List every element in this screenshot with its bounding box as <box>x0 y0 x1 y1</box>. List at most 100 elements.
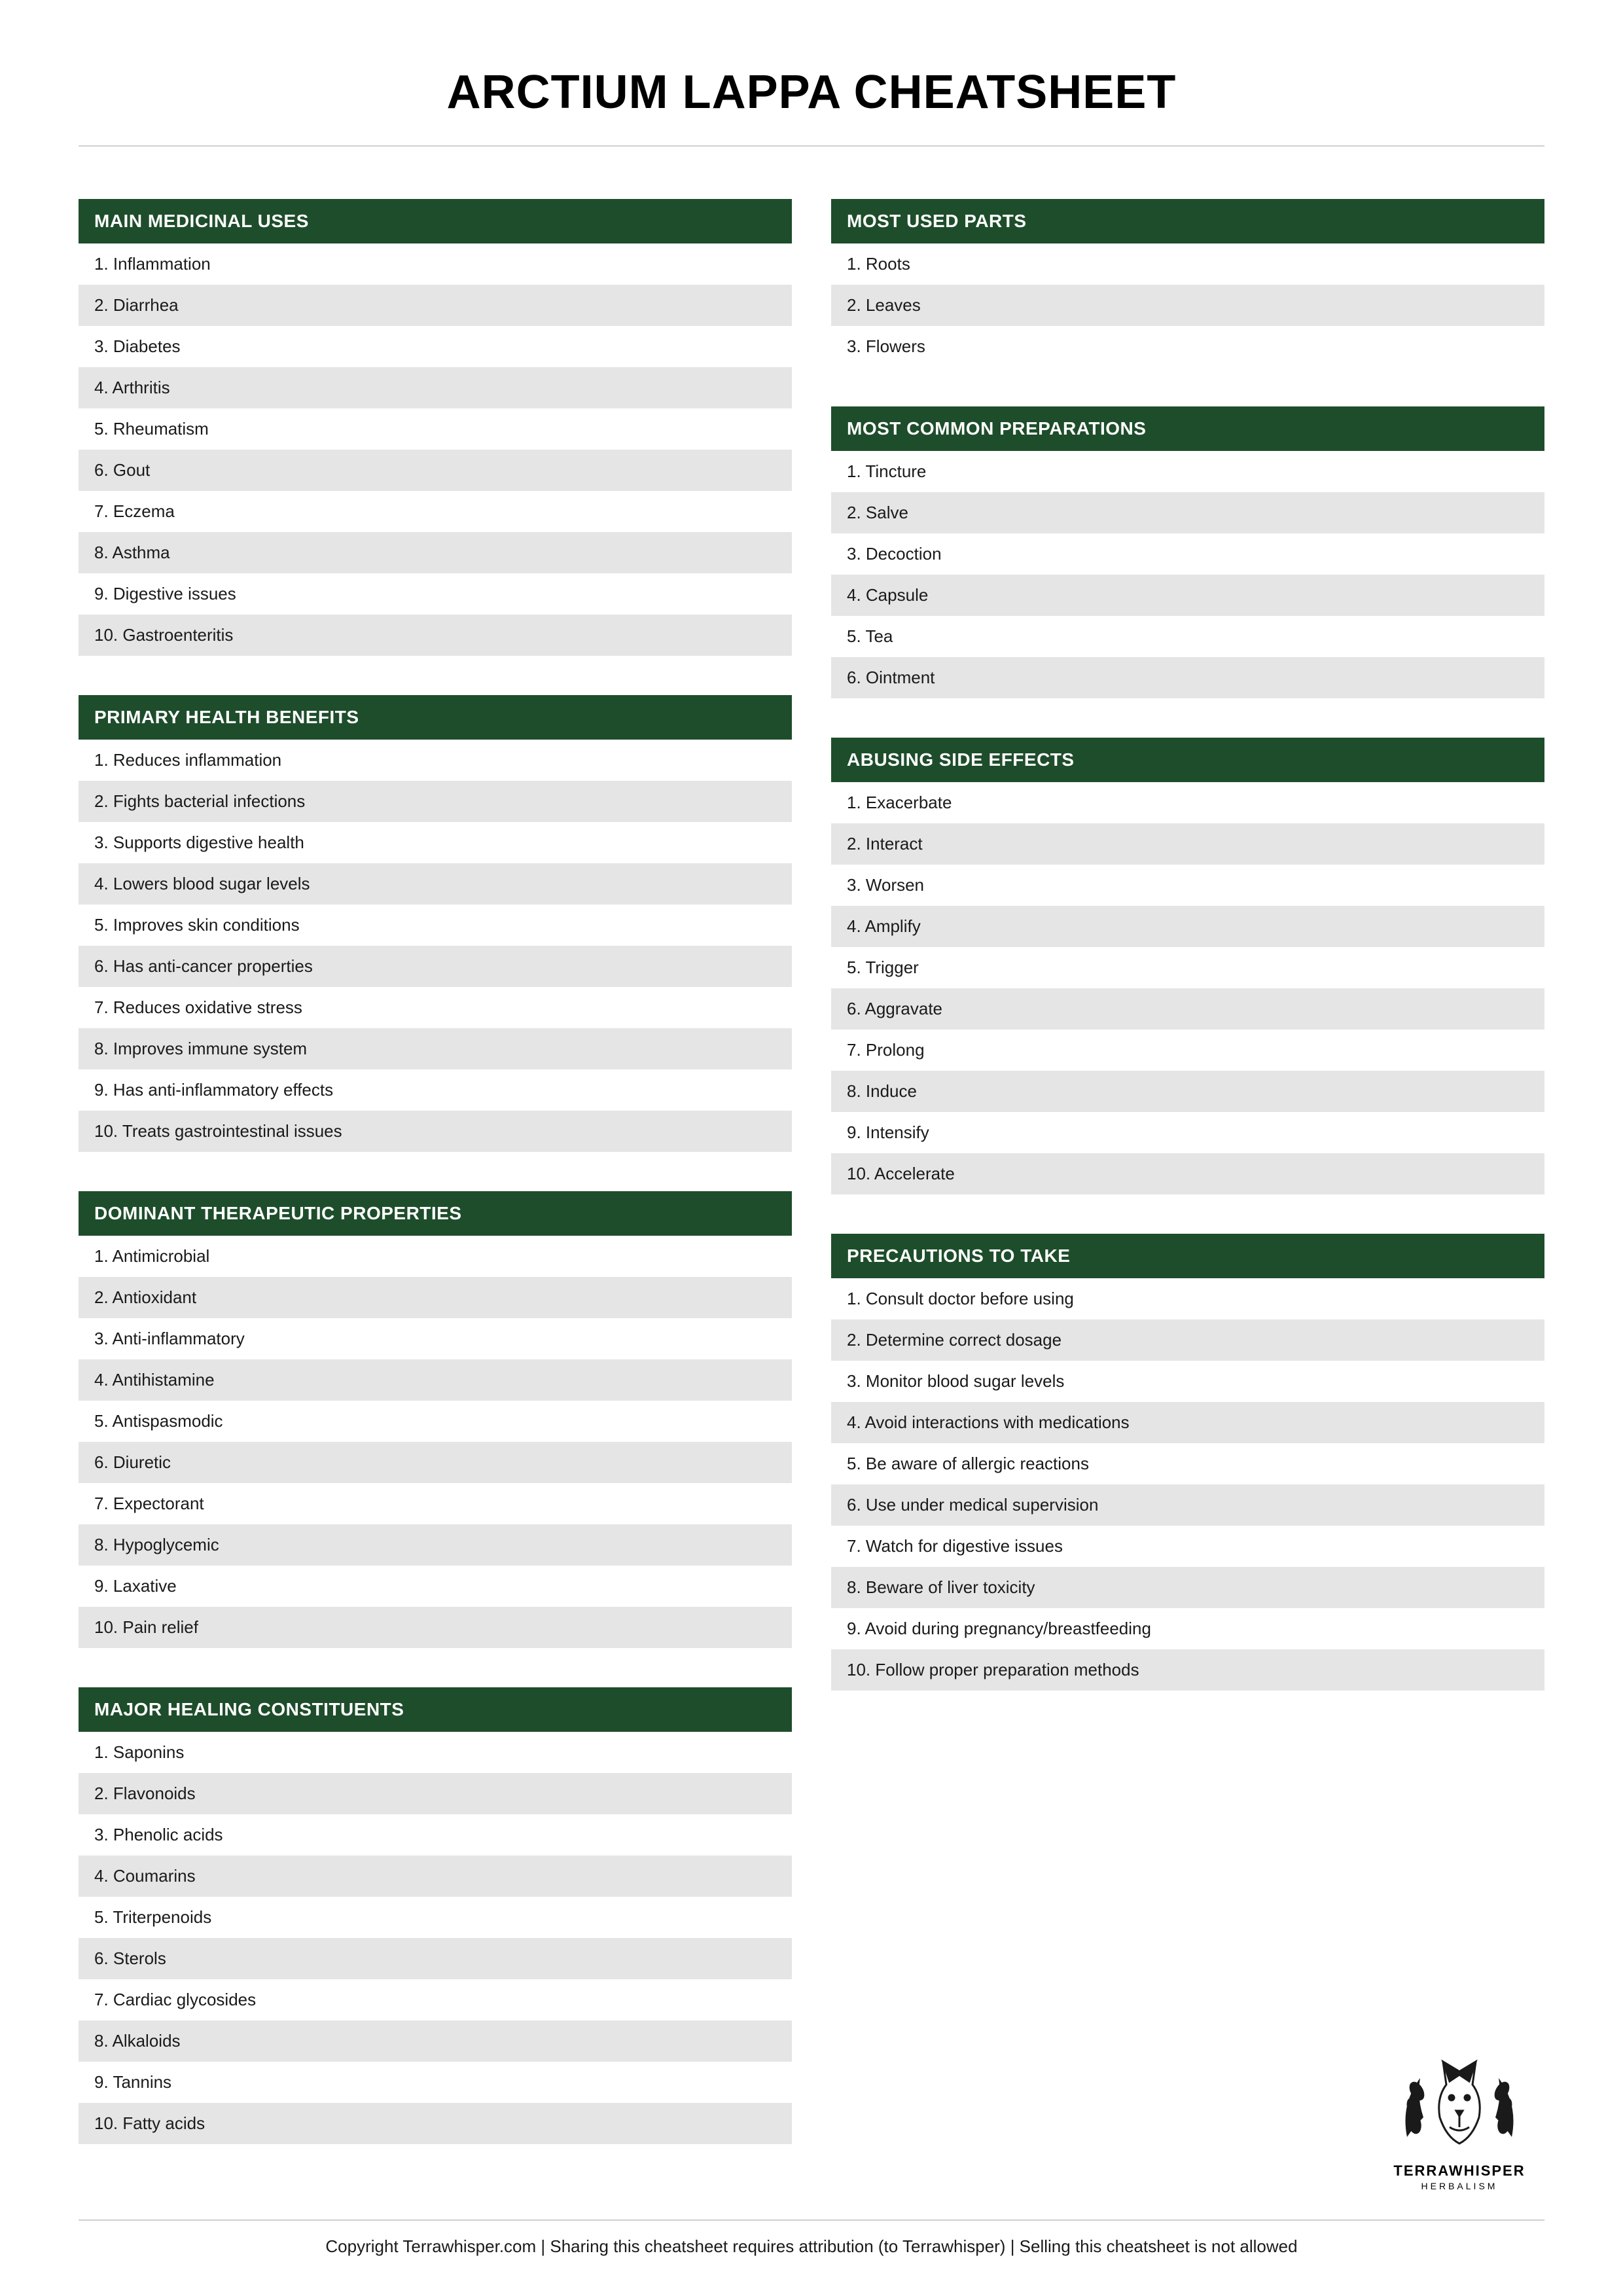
list-item: 5. Triterpenoids <box>79 1897 792 1938</box>
list-item: 7. Prolong <box>831 1030 1544 1071</box>
brand-tagline: HERBALISM <box>1387 2181 1531 2191</box>
fox-laurel-icon <box>1387 2052 1531 2157</box>
list-item: 9. Digestive issues <box>79 573 792 615</box>
section: DOMINANT THERAPEUTIC PROPERTIES1. Antimi… <box>79 1191 792 1648</box>
list-item: 2. Flavonoids <box>79 1773 792 1814</box>
section-list: 1. Inflammation2. Diarrhea3. Diabetes4. … <box>79 243 792 656</box>
list-item: 9. Intensify <box>831 1112 1544 1153</box>
list-item: 8. Hypoglycemic <box>79 1524 792 1566</box>
list-item: 3. Supports digestive health <box>79 822 792 863</box>
list-item: 8. Improves immune system <box>79 1028 792 1069</box>
list-item: 10. Treats gastrointestinal issues <box>79 1111 792 1152</box>
list-item: 8. Alkaloids <box>79 2020 792 2062</box>
list-item: 6. Use under medical supervision <box>831 1484 1544 1526</box>
footer-text: Copyright Terrawhisper.com | Sharing thi… <box>79 2236 1544 2257</box>
list-item: 3. Monitor blood sugar levels <box>831 1361 1544 1402</box>
list-item: 1. Roots <box>831 243 1544 285</box>
list-item: 10. Fatty acids <box>79 2103 792 2144</box>
section: MAIN MEDICINAL USES1. Inflammation2. Dia… <box>79 199 792 656</box>
list-item: 2. Antioxidant <box>79 1277 792 1318</box>
section-list: 1. Exacerbate2. Interact3. Worsen4. Ampl… <box>831 782 1544 1194</box>
section-header: MAJOR HEALING CONSTITUENTS <box>79 1687 792 1732</box>
list-item: 7. Reduces oxidative stress <box>79 987 792 1028</box>
section-list: 1. Antimicrobial2. Antioxidant3. Anti-in… <box>79 1236 792 1648</box>
list-item: 2. Interact <box>831 823 1544 865</box>
columns-container: MAIN MEDICINAL USES1. Inflammation2. Dia… <box>79 199 1544 2144</box>
list-item: 4. Antihistamine <box>79 1359 792 1401</box>
list-item: 3. Diabetes <box>79 326 792 367</box>
list-item: 5. Trigger <box>831 947 1544 988</box>
list-item: 5. Rheumatism <box>79 408 792 450</box>
list-item: 1. Reduces inflammation <box>79 740 792 781</box>
section-list: 1. Reduces inflammation2. Fights bacteri… <box>79 740 792 1152</box>
list-item: 1. Tincture <box>831 451 1544 492</box>
right-column: MOST USED PARTS1. Roots2. Leaves3. Flowe… <box>831 199 1544 2144</box>
list-item: 7. Watch for digestive issues <box>831 1526 1544 1567</box>
list-item: 3. Anti-inflammatory <box>79 1318 792 1359</box>
list-item: 10. Follow proper preparation methods <box>831 1649 1544 1691</box>
list-item: 4. Amplify <box>831 906 1544 947</box>
list-item: 4. Avoid interactions with medications <box>831 1402 1544 1443</box>
list-item: 8. Induce <box>831 1071 1544 1112</box>
list-item: 10. Pain relief <box>79 1607 792 1648</box>
top-divider <box>79 145 1544 147</box>
list-item: 10. Accelerate <box>831 1153 1544 1194</box>
list-item: 3. Decoction <box>831 533 1544 575</box>
list-item: 1. Saponins <box>79 1732 792 1773</box>
list-item: 9. Tannins <box>79 2062 792 2103</box>
section: PRECAUTIONS TO TAKE1. Consult doctor bef… <box>831 1234 1544 1691</box>
section-header: ABUSING SIDE EFFECTS <box>831 738 1544 782</box>
section: PRIMARY HEALTH BENEFITS1. Reduces inflam… <box>79 695 792 1152</box>
list-item: 5. Tea <box>831 616 1544 657</box>
list-item: 9. Avoid during pregnancy/breastfeeding <box>831 1608 1544 1649</box>
list-item: 6. Ointment <box>831 657 1544 698</box>
list-item: 2. Fights bacterial infections <box>79 781 792 822</box>
section-list: 1. Saponins2. Flavonoids3. Phenolic acid… <box>79 1732 792 2144</box>
list-item: 8. Asthma <box>79 532 792 573</box>
list-item: 9. Has anti-inflammatory effects <box>79 1069 792 1111</box>
section-header: MAIN MEDICINAL USES <box>79 199 792 243</box>
list-item: 5. Be aware of allergic reactions <box>831 1443 1544 1484</box>
footer: Copyright Terrawhisper.com | Sharing thi… <box>79 2219 1544 2257</box>
section-header: MOST COMMON PREPARATIONS <box>831 406 1544 451</box>
page-title: ARCTIUM LAPPA CHEATSHEET <box>79 65 1544 119</box>
list-item: 8. Beware of liver toxicity <box>831 1567 1544 1608</box>
list-item: 10. Gastroenteritis <box>79 615 792 656</box>
section-header: PRIMARY HEALTH BENEFITS <box>79 695 792 740</box>
section: ABUSING SIDE EFFECTS1. Exacerbate2. Inte… <box>831 738 1544 1194</box>
brand-logo: TERRAWHISPER HERBALISM <box>1387 2052 1531 2191</box>
section-header: PRECAUTIONS TO TAKE <box>831 1234 1544 1278</box>
list-item: 2. Determine correct dosage <box>831 1319 1544 1361</box>
list-item: 5. Antispasmodic <box>79 1401 792 1442</box>
list-item: 9. Laxative <box>79 1566 792 1607</box>
section-header: DOMINANT THERAPEUTIC PROPERTIES <box>79 1191 792 1236</box>
list-item: 6. Gout <box>79 450 792 491</box>
section-list: 1. Roots2. Leaves3. Flowers <box>831 243 1544 367</box>
list-item: 1. Exacerbate <box>831 782 1544 823</box>
section-list: 1. Consult doctor before using2. Determi… <box>831 1278 1544 1691</box>
list-item: 2. Diarrhea <box>79 285 792 326</box>
list-item: 7. Expectorant <box>79 1483 792 1524</box>
section: MAJOR HEALING CONSTITUENTS1. Saponins2. … <box>79 1687 792 2144</box>
list-item: 7. Cardiac glycosides <box>79 1979 792 2020</box>
left-column: MAIN MEDICINAL USES1. Inflammation2. Dia… <box>79 199 792 2144</box>
list-item: 3. Phenolic acids <box>79 1814 792 1856</box>
list-item: 6. Sterols <box>79 1938 792 1979</box>
list-item: 6. Diuretic <box>79 1442 792 1483</box>
list-item: 3. Flowers <box>831 326 1544 367</box>
section-header: MOST USED PARTS <box>831 199 1544 243</box>
list-item: 4. Capsule <box>831 575 1544 616</box>
list-item: 2. Leaves <box>831 285 1544 326</box>
section: MOST USED PARTS1. Roots2. Leaves3. Flowe… <box>831 199 1544 367</box>
list-item: 1. Inflammation <box>79 243 792 285</box>
brand-name: TERRAWHISPER <box>1387 2162 1531 2179</box>
list-item: 1. Antimicrobial <box>79 1236 792 1277</box>
list-item: 3. Worsen <box>831 865 1544 906</box>
list-item: 6. Has anti-cancer properties <box>79 946 792 987</box>
section: MOST COMMON PREPARATIONS1. Tincture2. Sa… <box>831 406 1544 698</box>
list-item: 4. Arthritis <box>79 367 792 408</box>
list-item: 7. Eczema <box>79 491 792 532</box>
list-item: 4. Lowers blood sugar levels <box>79 863 792 905</box>
section-list: 1. Tincture2. Salve3. Decoction4. Capsul… <box>831 451 1544 698</box>
list-item: 1. Consult doctor before using <box>831 1278 1544 1319</box>
